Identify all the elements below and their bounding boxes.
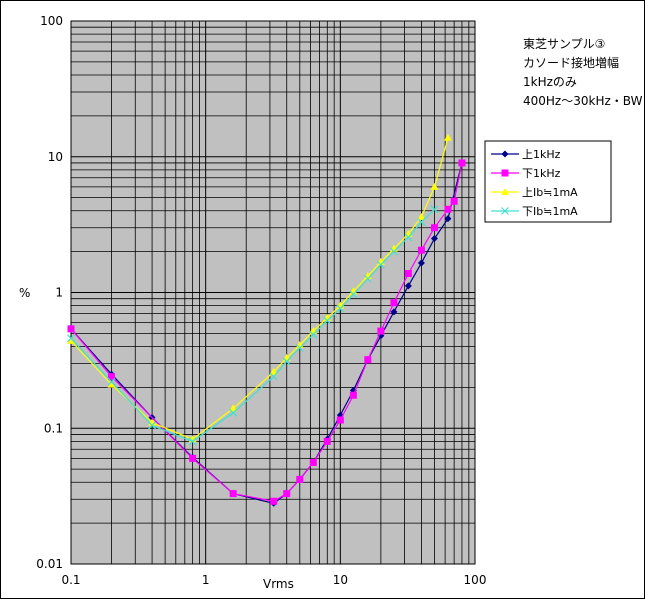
data-point xyxy=(430,234,438,242)
data-point xyxy=(501,188,509,195)
data-point xyxy=(404,233,413,242)
data-point xyxy=(309,330,318,339)
title-block: 東芝サンプル③ カソード接地増幅 1kHzのみ 400Hz～30kHz・BW xyxy=(523,36,643,108)
data-point xyxy=(501,150,509,158)
y-tick-label: 100 xyxy=(40,14,63,28)
data-point xyxy=(390,308,398,316)
data-point xyxy=(107,380,116,388)
series-line xyxy=(70,162,463,502)
data-point xyxy=(189,454,197,462)
data-point xyxy=(417,218,426,227)
data-point xyxy=(188,437,197,446)
data-point xyxy=(364,356,372,364)
data-point xyxy=(269,367,278,375)
data-point xyxy=(282,357,291,366)
data-point xyxy=(501,207,509,215)
data-point xyxy=(270,497,278,505)
data-point xyxy=(417,246,425,254)
data-point xyxy=(229,490,237,498)
data-point xyxy=(430,205,439,214)
data-point xyxy=(443,133,452,141)
grid-lines xyxy=(71,21,475,564)
title-line: 東芝サンプル③ xyxy=(523,36,605,51)
data-point xyxy=(349,391,357,399)
data-point xyxy=(389,247,398,256)
data-point xyxy=(458,159,466,167)
tick-labels: 0.1 1 10 100 0.01 0.1 1 10 100 xyxy=(36,14,486,587)
data-point xyxy=(390,299,398,307)
x-tick-label: 1 xyxy=(202,573,210,587)
data-point xyxy=(67,336,75,344)
data-point xyxy=(107,377,116,386)
y-tick-label: 1 xyxy=(55,286,63,300)
x-tick-label: 10 xyxy=(333,573,348,587)
data-point xyxy=(404,282,412,290)
data-point xyxy=(417,212,426,220)
data-point xyxy=(269,372,278,381)
data-point xyxy=(377,327,385,335)
data-point xyxy=(349,290,358,299)
y-tick-label: 0.01 xyxy=(36,557,63,571)
data-point xyxy=(283,490,291,498)
y-tick-label: 10 xyxy=(48,150,63,164)
data-point xyxy=(309,458,317,466)
data-point xyxy=(363,274,372,283)
x-tick-label: 100 xyxy=(464,573,487,587)
data-point xyxy=(148,421,157,430)
data-point xyxy=(376,260,385,269)
legend-label: 上1kHz xyxy=(522,148,561,161)
data-point xyxy=(430,224,438,232)
legend-label: 下Ib≒1mA xyxy=(522,205,578,218)
data-point xyxy=(295,344,304,352)
series-layer xyxy=(67,133,466,507)
data-point xyxy=(229,404,238,412)
y-tick-label: 0.1 xyxy=(44,421,63,435)
data-point xyxy=(450,197,458,205)
data-point xyxy=(67,334,75,343)
data-point xyxy=(501,169,509,177)
data-point xyxy=(229,408,238,417)
x-tick-label: 0.1 xyxy=(61,573,80,587)
legend-label: 下1kHz xyxy=(522,167,561,180)
title-line: 1kHzのみ xyxy=(523,75,577,89)
data-point xyxy=(444,215,452,223)
data-point xyxy=(444,205,452,213)
legend: 上1kHz 下1kHz 上Ib≒1mA 下Ib≒1mA xyxy=(484,140,612,223)
data-point xyxy=(108,373,116,381)
data-point xyxy=(323,316,332,325)
x-axis-label: Vrms xyxy=(263,577,294,591)
y-axis-label: % xyxy=(19,286,30,300)
data-point xyxy=(296,475,304,483)
data-point xyxy=(336,304,345,313)
data-point xyxy=(417,259,425,267)
title-line: 400Hz～30kHz・BW xyxy=(523,94,643,108)
data-point xyxy=(430,182,439,190)
data-point xyxy=(336,416,344,424)
data-point xyxy=(323,437,331,445)
legend-label: 上Ib≒1mA xyxy=(522,186,578,199)
title-line: カソード接地増幅 xyxy=(523,55,619,70)
data-point xyxy=(404,270,412,278)
data-point xyxy=(67,325,75,333)
series-line xyxy=(70,162,463,504)
